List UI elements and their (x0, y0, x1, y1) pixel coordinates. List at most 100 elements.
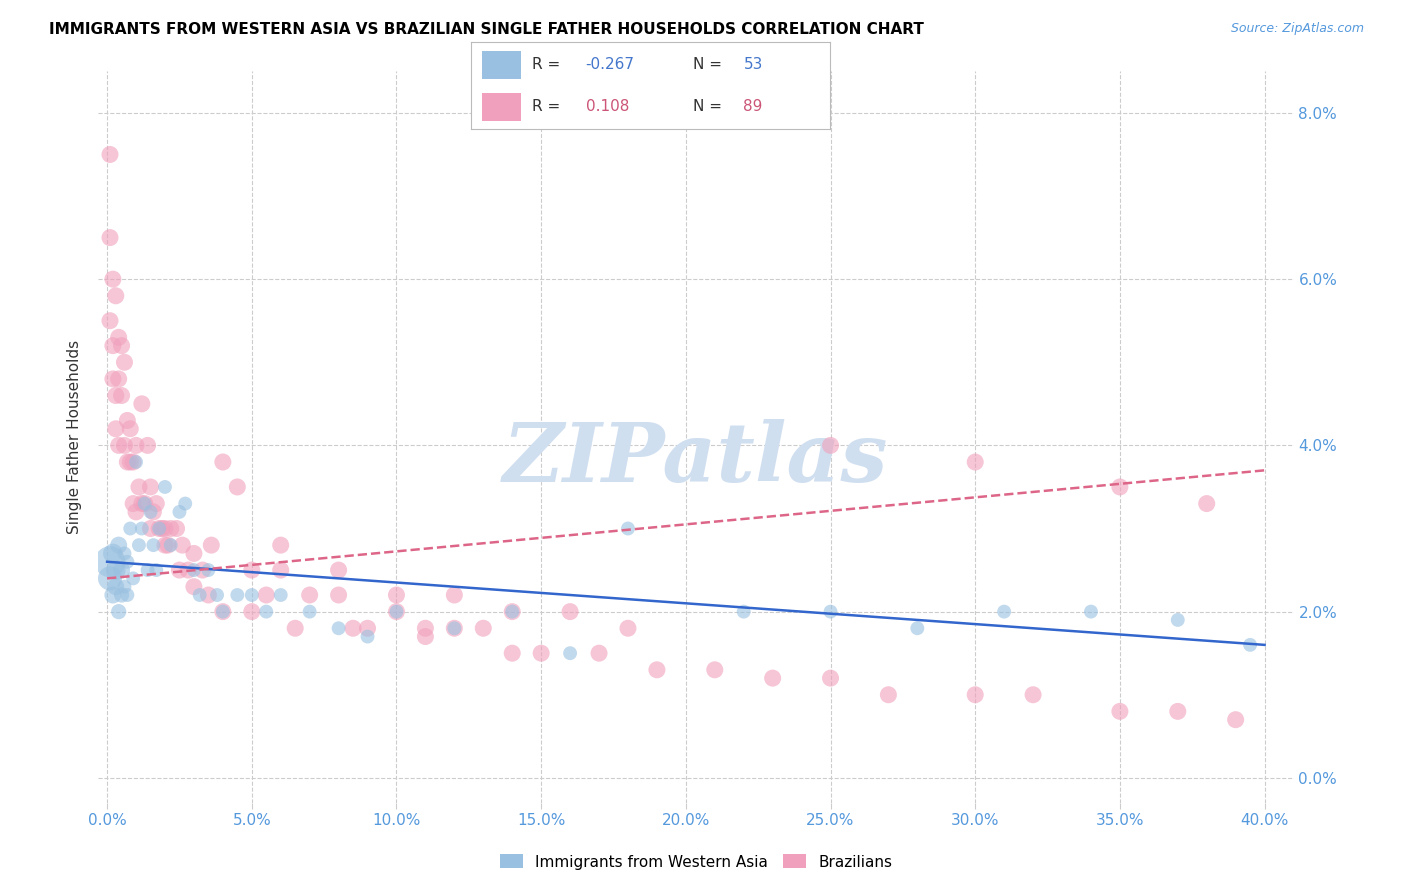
Point (145, 563, 167, 577)
Text: -0.267: -0.267 (586, 57, 634, 72)
Point (1167, 613, 1189, 627)
Point (820, 671, 842, 685)
Point (101, 272, 124, 286)
Point (125, 438, 148, 452)
Point (443, 621, 465, 635)
Point (107, 538, 129, 552)
Point (114, 580, 136, 594)
Point (122, 497, 145, 511)
Point (101, 588, 124, 602)
Point (153, 538, 176, 552)
Point (254, 588, 277, 602)
Point (107, 372, 129, 386)
Point (98, 314, 121, 328)
Point (101, 372, 124, 386)
Point (558, 646, 581, 660)
Point (188, 588, 211, 602)
Point (98, 571, 121, 585)
Point (733, 605, 755, 619)
Point (131, 497, 153, 511)
Point (183, 563, 205, 577)
Point (166, 521, 188, 535)
Point (120, 521, 142, 535)
Point (211, 605, 233, 619)
Point (240, 588, 263, 602)
Point (385, 605, 408, 619)
Point (125, 455, 148, 469)
Point (1109, 480, 1132, 494)
Point (101, 339, 124, 353)
Point (169, 505, 191, 519)
Point (270, 563, 292, 577)
Point (1022, 688, 1045, 702)
Point (177, 563, 200, 577)
Point (156, 538, 179, 552)
Text: R =: R = (531, 99, 569, 114)
Point (530, 646, 553, 660)
Text: R =: R = (531, 57, 565, 72)
Point (142, 505, 165, 519)
Point (472, 621, 495, 635)
Point (197, 588, 219, 602)
Point (153, 521, 176, 535)
Bar (482, 51, 522, 78)
Point (114, 438, 136, 452)
Legend: Immigrants from Western Asia, Brazilians: Immigrants from Western Asia, Brazilians (494, 848, 898, 876)
Text: 53: 53 (744, 57, 763, 72)
Point (617, 621, 640, 635)
Point (284, 621, 307, 635)
Point (298, 605, 321, 619)
Point (125, 505, 148, 519)
Text: N =: N = (693, 57, 727, 72)
Bar (482, 93, 522, 120)
Point (134, 497, 156, 511)
Point (104, 422, 127, 436)
Text: Source: ZipAtlas.com: Source: ZipAtlas.com (1230, 22, 1364, 36)
Point (104, 388, 127, 402)
Point (205, 588, 228, 602)
Point (148, 521, 170, 535)
Point (965, 688, 987, 702)
Point (703, 663, 725, 677)
Point (117, 455, 139, 469)
Point (415, 621, 437, 635)
Point (110, 388, 132, 402)
Point (136, 438, 159, 452)
Point (254, 605, 277, 619)
Point (501, 605, 523, 619)
Text: 0.108: 0.108 (586, 99, 628, 114)
Point (270, 588, 292, 602)
Point (134, 497, 156, 511)
Point (328, 563, 350, 577)
Point (965, 455, 987, 469)
Point (110, 339, 132, 353)
Point (211, 455, 233, 469)
Point (114, 546, 136, 560)
Point (197, 563, 219, 577)
Point (1239, 638, 1261, 652)
Point (98, 555, 121, 569)
Point (120, 455, 142, 469)
Point (645, 663, 668, 677)
Point (191, 563, 214, 577)
Point (172, 538, 194, 552)
Point (159, 538, 181, 552)
Point (148, 521, 170, 535)
Point (385, 588, 408, 602)
Point (617, 521, 640, 535)
Point (104, 580, 127, 594)
Point (131, 521, 153, 535)
Text: 89: 89 (744, 99, 763, 114)
Point (107, 438, 129, 452)
Point (122, 455, 145, 469)
Point (136, 563, 159, 577)
Point (183, 580, 205, 594)
Point (240, 605, 263, 619)
Point (104, 563, 127, 577)
Point (128, 538, 150, 552)
Point (117, 588, 139, 602)
Point (117, 413, 139, 427)
Point (98, 230, 121, 244)
Point (104, 289, 127, 303)
Point (356, 630, 378, 644)
